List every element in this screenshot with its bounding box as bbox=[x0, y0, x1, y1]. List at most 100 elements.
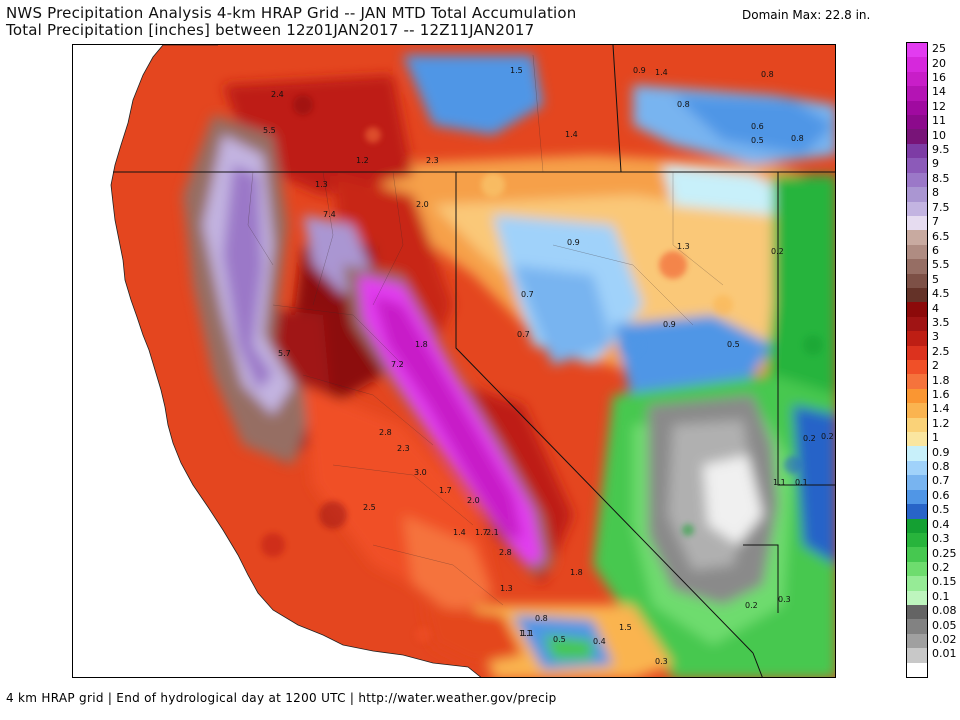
legend-swatch bbox=[907, 115, 927, 131]
legend-swatch bbox=[907, 619, 927, 635]
legend-label: 11 bbox=[932, 114, 946, 128]
legend-swatch bbox=[907, 374, 927, 390]
legend-label: 0.8 bbox=[932, 460, 950, 474]
state-borders bbox=[113, 45, 835, 677]
legend-label: 0.7 bbox=[932, 474, 950, 488]
legend-label: 6.5 bbox=[932, 229, 950, 243]
legend-label: 0.25 bbox=[932, 546, 957, 560]
legend-label: 0.01 bbox=[932, 647, 957, 661]
domain-max-label: Domain Max: 22.8 in. bbox=[742, 8, 871, 22]
map-value-label: 2.8 bbox=[499, 548, 512, 557]
legend-swatch bbox=[907, 504, 927, 520]
legend-label: 7 bbox=[932, 215, 939, 229]
map-subtitle: Total Precipitation [inches] between 12z… bbox=[6, 21, 535, 39]
map-value-label: 2.3 bbox=[397, 444, 410, 453]
legend-swatch bbox=[907, 403, 927, 419]
legend-swatch bbox=[907, 532, 927, 548]
legend-swatch bbox=[907, 187, 927, 203]
map-value-label: 0.2 bbox=[821, 432, 834, 441]
legend-label: 0.3 bbox=[932, 532, 950, 546]
legend-swatch bbox=[907, 273, 927, 289]
map-value-label: 1.1 bbox=[519, 629, 532, 638]
map-value-label: 0.2 bbox=[771, 247, 784, 256]
map-value-label: 1.7 bbox=[439, 486, 452, 495]
legend-swatch bbox=[907, 518, 927, 534]
map-value-label: 5.5 bbox=[263, 126, 276, 135]
legend-label: 0.05 bbox=[932, 618, 957, 632]
legend-swatch bbox=[907, 547, 927, 563]
legend-swatch bbox=[907, 172, 927, 188]
legend-swatch bbox=[907, 590, 927, 606]
legend-label: 2.5 bbox=[932, 344, 950, 358]
map-value-label: 2.8 bbox=[379, 428, 392, 437]
legend-swatch bbox=[907, 215, 927, 231]
legend-label: 3 bbox=[932, 330, 939, 344]
map-value-label: 2.1 bbox=[486, 528, 499, 537]
map-value-label: 1.1 bbox=[521, 629, 534, 638]
map-value-label: 0.8 bbox=[791, 134, 804, 143]
legend-label: 4.5 bbox=[932, 287, 950, 301]
map-value-label: 1.1 bbox=[773, 478, 786, 487]
value-labels: 2.4 5.5 1.2 2.3 1.3 2.0 7.4 1.5 1.4 0.9 1.4 0.8 0.8 0… bbox=[263, 66, 834, 666]
legend-label: 3.5 bbox=[932, 315, 950, 329]
legend-label: 10 bbox=[932, 128, 946, 142]
footer-text: 4 km HRAP grid | End of hydrological day… bbox=[6, 691, 557, 705]
legend-swatch bbox=[907, 633, 927, 649]
map-value-label: 0.3 bbox=[778, 595, 791, 604]
map-value-label: 1.7 bbox=[475, 528, 488, 537]
legend-label: 0.02 bbox=[932, 632, 957, 646]
map-value-label: 2.4 bbox=[271, 90, 284, 99]
legend-label: 0.1 bbox=[932, 589, 950, 603]
legend-swatch bbox=[907, 576, 927, 592]
legend-label: 16 bbox=[932, 71, 946, 85]
map-value-label: 1.2 bbox=[356, 156, 369, 165]
legend-swatch bbox=[907, 475, 927, 491]
legend-label: 25 bbox=[932, 42, 946, 56]
legend-label: 0.5 bbox=[932, 503, 950, 517]
map-value-label: 1.4 bbox=[655, 68, 668, 77]
map-value-label: 0.1 bbox=[795, 478, 808, 487]
map-value-label: 0.2 bbox=[803, 434, 816, 443]
legend-swatch bbox=[907, 460, 927, 476]
legend-label: 0.6 bbox=[932, 488, 950, 502]
legend-swatch bbox=[907, 662, 927, 677]
legend-swatch bbox=[907, 259, 927, 275]
legend-swatch bbox=[907, 360, 927, 375]
map-value-label: 5.7 bbox=[278, 349, 291, 358]
legend-label: 0.2 bbox=[932, 560, 950, 574]
legend-label: 7.5 bbox=[932, 200, 950, 214]
legend-label: 14 bbox=[932, 85, 946, 99]
coastline bbox=[110, 45, 482, 677]
legend-label: 0.4 bbox=[932, 517, 950, 531]
map-value-label: 0.2 bbox=[745, 601, 758, 610]
map-value-label: 1.8 bbox=[570, 568, 583, 577]
legend-swatch bbox=[907, 201, 927, 217]
legend-swatch bbox=[907, 446, 927, 462]
legend-swatch bbox=[907, 388, 927, 404]
legend-label: 5 bbox=[932, 272, 939, 286]
legend-label: 0.08 bbox=[932, 604, 957, 618]
map-title: NWS Precipitation Analysis 4-km HRAP Gri… bbox=[6, 4, 577, 22]
color-legend bbox=[906, 42, 928, 678]
legend-label: 1.4 bbox=[932, 402, 950, 416]
map-value-label: 7.2 bbox=[391, 360, 404, 369]
map-value-label: 0.6 bbox=[751, 122, 764, 131]
legend-swatch bbox=[907, 345, 927, 361]
map-value-label: 1.5 bbox=[619, 623, 632, 632]
legend-label: 12 bbox=[932, 99, 946, 113]
map-value-label: 0.7 bbox=[517, 330, 530, 339]
map-value-label: 7.4 bbox=[323, 210, 336, 219]
map-value-label: 0.5 bbox=[727, 340, 740, 349]
legend-label: 9 bbox=[932, 157, 939, 171]
map-value-label: 0.9 bbox=[663, 320, 676, 329]
map-value-label: 3.0 bbox=[414, 468, 427, 477]
legend-swatch bbox=[907, 331, 927, 347]
legend-swatch bbox=[907, 230, 927, 246]
map-value-label: 2.5 bbox=[363, 503, 376, 512]
legend-swatch bbox=[907, 302, 927, 318]
legend-swatch bbox=[907, 158, 927, 174]
map-value-label: 0.9 bbox=[633, 66, 646, 75]
legend-swatch bbox=[907, 561, 927, 577]
legend-label: 1.8 bbox=[932, 373, 950, 387]
map-value-label: 1.3 bbox=[500, 584, 513, 593]
